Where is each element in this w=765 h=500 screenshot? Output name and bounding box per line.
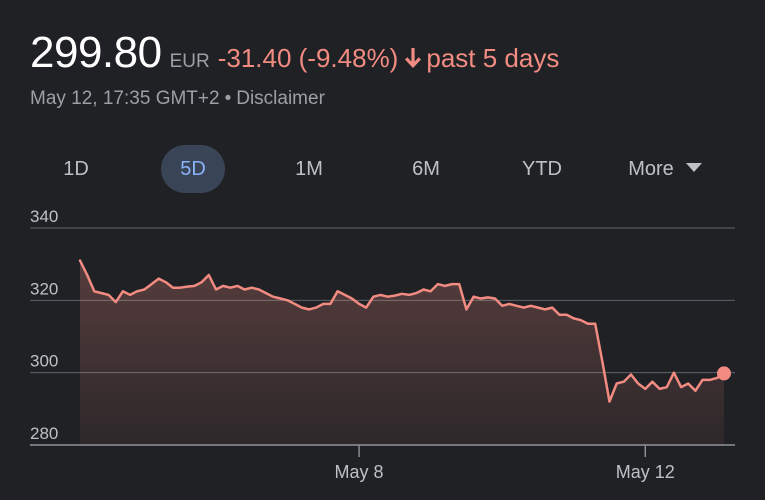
tab-1d[interactable]: 1D	[40, 145, 112, 193]
y-tick-label: 340	[30, 207, 58, 226]
last-price-point[interactable]	[717, 366, 731, 381]
caret-down-icon	[685, 163, 702, 172]
tab-label: 1D	[63, 158, 89, 180]
price-change: -31.40 (-9.48%)	[217, 43, 399, 73]
price-area	[80, 260, 724, 445]
x-tick-label: May 12	[616, 462, 675, 482]
range-tabs: 1D 5D 1M 6M YTD More	[0, 145, 765, 195]
change-period: past 5 days	[426, 43, 560, 73]
arrow-down-icon	[404, 47, 422, 74]
current-price: 299.80	[30, 28, 162, 77]
tab-ytd[interactable]: YTD	[503, 145, 581, 193]
tab-5d[interactable]: 5D	[161, 145, 225, 193]
tab-label: 1M	[295, 158, 323, 180]
y-tick-label: 300	[30, 352, 58, 371]
more-dropdown[interactable]: More	[610, 145, 720, 193]
price-chart: 340 320 300 280 May 8 May 12	[30, 207, 735, 482]
tab-label: YTD	[522, 158, 562, 180]
quote-meta: May 12, 17:35 GMT+2 • Disclaimer	[30, 88, 325, 110]
y-tick-label: 320	[30, 279, 58, 298]
tab-label: 5D	[180, 158, 206, 180]
disclaimer-link[interactable]: Disclaimer	[236, 88, 325, 109]
tab-label: 6M	[412, 158, 440, 180]
tab-label: More	[628, 158, 674, 180]
timestamp: May 12, 17:35 GMT+2	[30, 88, 220, 109]
tab-1m[interactable]: 1M	[272, 145, 346, 193]
x-tick-label: May 8	[335, 462, 384, 482]
y-tick-label: 280	[30, 424, 58, 443]
tab-6m[interactable]: 6M	[389, 145, 463, 193]
currency-label: EUR	[169, 51, 210, 72]
price-line	[78, 259, 726, 403]
separator-dot: •	[224, 88, 232, 109]
price-header: 299.80 EUR -31.40 (-9.48%) past 5 days	[30, 28, 559, 78]
